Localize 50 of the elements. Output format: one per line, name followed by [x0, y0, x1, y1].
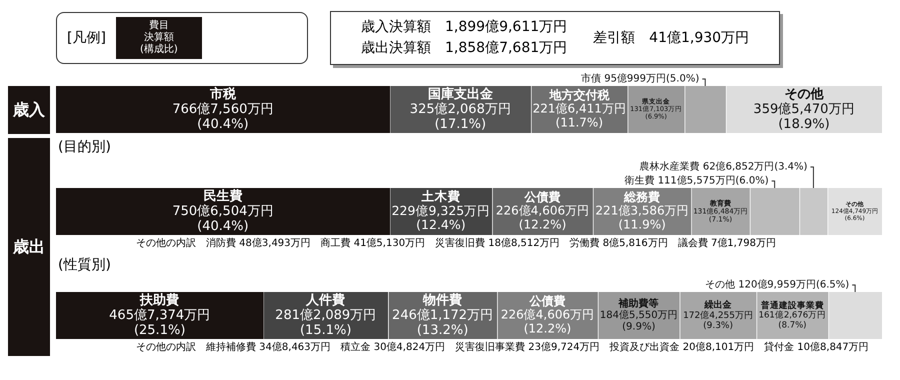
bar [56, 292, 264, 339]
text: (目的別) [57, 138, 112, 156]
data-label: 246億1,172万円 (13.2%) [392, 308, 494, 338]
text: 衛生費 111億5,575万円(6.0%) [624, 176, 769, 187]
data-label: 229億9,325万円 (12.4%) [392, 202, 490, 232]
data-label: 221億3,586万円 (11.9%) [595, 204, 689, 232]
series-label: 物件費 [422, 292, 462, 308]
series-label: 総務費 [623, 190, 660, 204]
text: 歳入決算額 1,899億9,611万円 [361, 18, 568, 37]
text: 費目 [148, 20, 170, 32]
data-label: 750億6,504万円 (40.4%) [172, 204, 274, 234]
data-label: 161億2,676万円 (8.7%) [758, 310, 826, 330]
text: 差引額 41億1,930万円 [593, 29, 750, 47]
series-label: 市税 [208, 86, 237, 102]
annotation: その他の内訳 維持補修費 34億8,463万円 積立金 30億4,824万円 災害復旧事業費 23億9,724万円 投資及び出資金 20億8,101万円 貸付金 10億8,847万円 [135, 340, 870, 355]
series-label: 民生費 [203, 188, 242, 204]
series-label: 公債費 [528, 294, 566, 308]
text: (性質別) [57, 256, 112, 274]
annotation: その他の内訳 消防費 48億3,493万円 商工費 41億5,130万円 災害復旧費 18億8,512万円 労働費 8億5,816万円 議会費 7億1,798万円 [135, 236, 777, 251]
data-label: 172億4,255万円 (9.3%) [683, 310, 754, 332]
y-axis-title: 歳入 [13, 100, 45, 120]
y-axis-title: 歳出 [13, 236, 45, 258]
bar [56, 86, 390, 133]
text: (構成比) [140, 44, 178, 56]
text: 決算額 [142, 32, 175, 44]
series-label: 国庫支出金 [428, 86, 494, 102]
text: その他 120億9,959万円(6.5%) [705, 280, 850, 291]
series-label: 人件費 [305, 292, 346, 308]
data-label: 221億6,411万円 (11.7%) [532, 102, 626, 130]
data-label: 766億7,560万円 (40.4%) [172, 102, 274, 132]
data-label: 465億7,374万円 (25.1%) [109, 308, 210, 338]
text: 歳出決算額 1,858億7,681万円 [361, 39, 568, 58]
data-label: 226億4,606万円 (12.2%) [500, 308, 594, 336]
text: [凡例] [67, 29, 106, 47]
data-label: 226億4,606万円 (12.2%) [496, 204, 590, 232]
text: 市債 95億999万円(5.0%) [581, 74, 700, 85]
data-label: 184億5,550万円 (9.9%) [600, 309, 678, 333]
data-label: 359億5,470万円 (18.9%) [753, 102, 854, 132]
series-label: 繰出金 [704, 299, 733, 310]
data-label: 281億2,089万円 (15.1%) [275, 308, 376, 338]
series-label: 土木費 [420, 188, 460, 204]
data-label: 325億2,068万円 (17.1%) [410, 102, 511, 132]
series-label: 普通建設事業費 [760, 300, 824, 311]
series-label: その他 [784, 86, 824, 102]
series-label: 補助費等 [618, 298, 659, 310]
bar [56, 188, 390, 235]
text: 農林水産業費 62億6,852万円(3.4%) [640, 162, 808, 173]
series-label: 扶助費 [139, 292, 180, 308]
series-label: 地方交付税 [548, 88, 610, 102]
series-label: 公債費 [524, 190, 561, 204]
